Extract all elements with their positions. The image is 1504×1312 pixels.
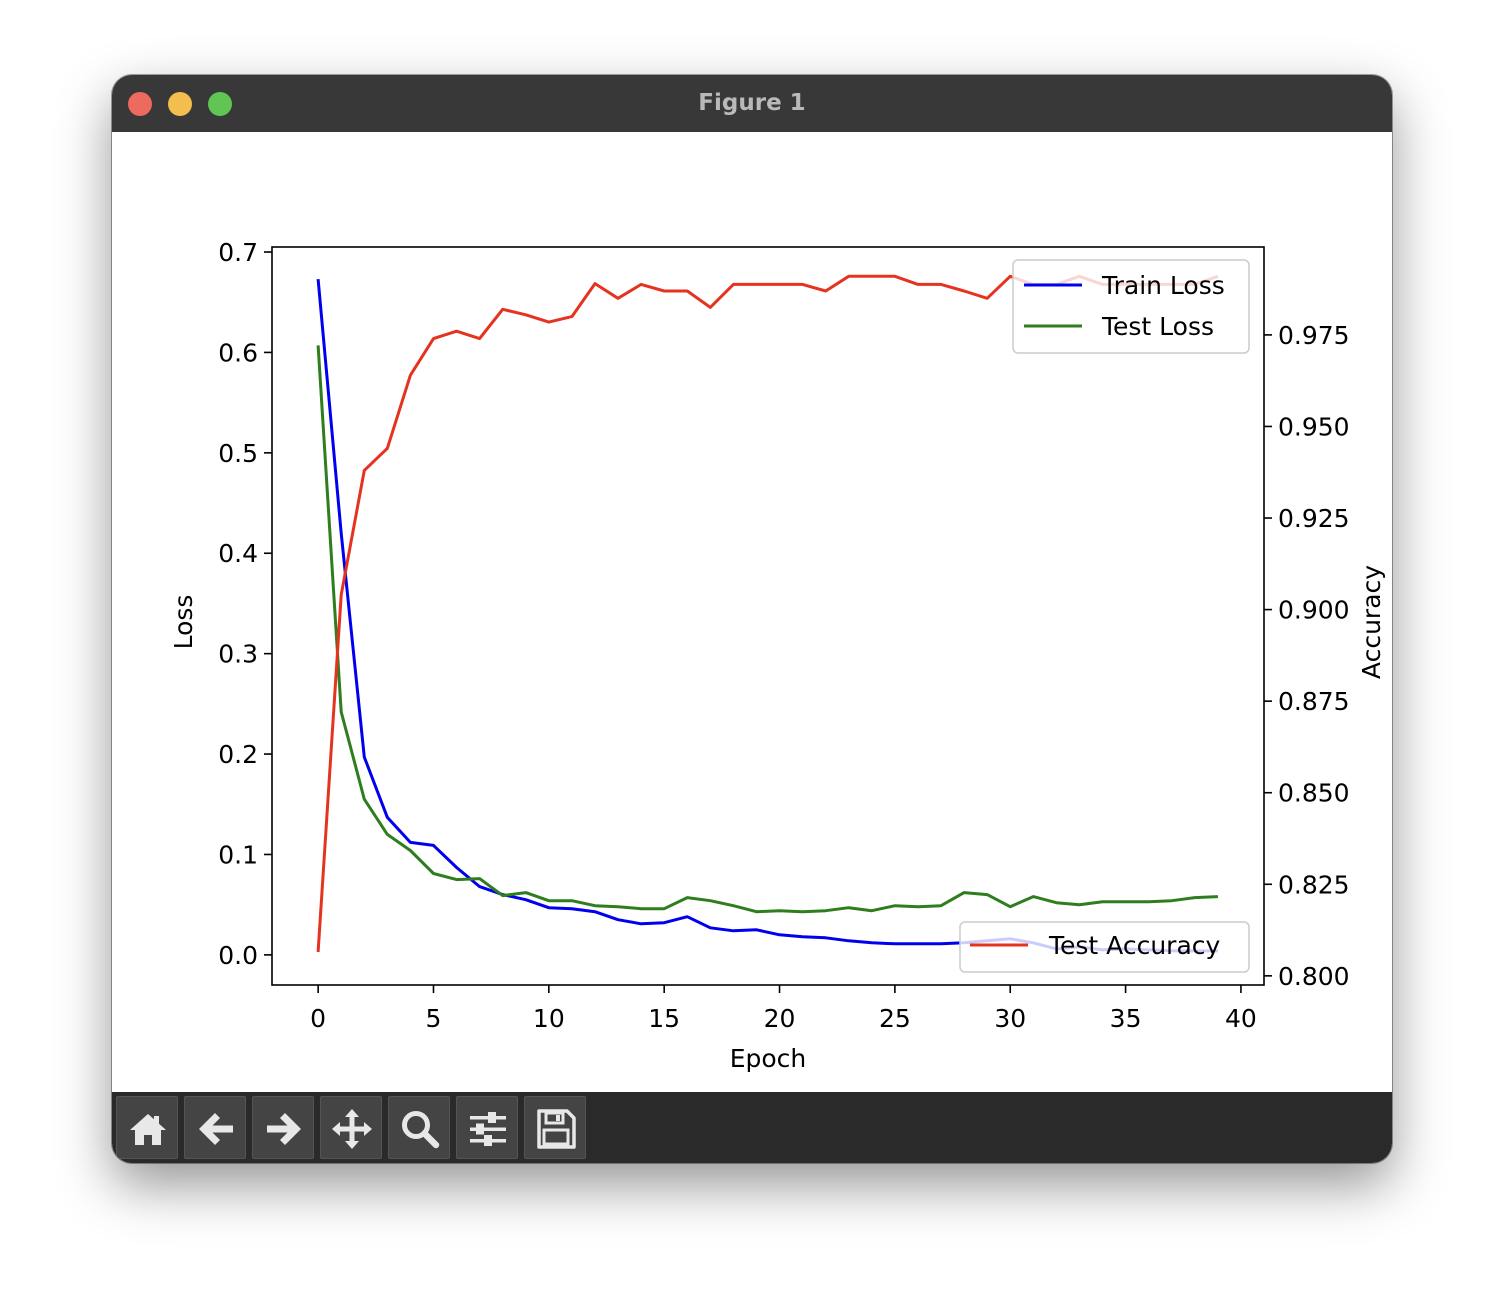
y-axis-right-label: Accuracy — [1357, 565, 1386, 679]
legend-loss: Train Loss Test Loss — [1012, 259, 1250, 354]
close-window-button[interactable] — [128, 92, 152, 116]
figure-window: Figure 1 0 5 10 15 20 25 30 35 40 0.0 0.1 0.2 0.3 0.… — [112, 75, 1392, 1163]
y-tick-label: 0.4 — [218, 539, 258, 568]
home-button[interactable] — [116, 1096, 178, 1159]
arrow-right-icon — [267, 1113, 301, 1145]
arrow-left-icon — [199, 1113, 233, 1145]
x-tick-label: 0 — [310, 1004, 326, 1033]
y-tick-label: 0.3 — [218, 640, 258, 669]
y-tick-label: 0.0 — [218, 941, 258, 970]
magnifier-icon — [402, 1111, 440, 1149]
y-tick-label: 0.6 — [218, 338, 258, 367]
configure-subplots-button[interactable] — [456, 1096, 518, 1159]
series-line-train-loss — [316, 278, 1218, 953]
sliders-icon — [470, 1112, 506, 1146]
y-tick-label: 0.2 — [218, 740, 258, 769]
legend-label-test-accuracy: Test Accuracy — [1048, 931, 1221, 960]
x-axis-label: Epoch — [730, 1044, 807, 1073]
chart[interactable]: 0 5 10 15 20 25 30 35 40 0.00.10.20.30.40.50.60.… — [112, 132, 1392, 1092]
x-tick-label: 30 — [994, 1004, 1026, 1033]
y2-tick-label: 0.800 — [1278, 962, 1350, 991]
series-line-test-loss — [316, 345, 1218, 914]
floppy-disk-icon — [537, 1109, 576, 1149]
home-icon — [130, 1114, 166, 1145]
zoom-window-button[interactable] — [208, 92, 232, 116]
pan-button[interactable] — [320, 1096, 382, 1159]
window-title: Figure 1 — [698, 90, 806, 116]
series-line-test-accuracy — [316, 274, 1219, 953]
y2-tick-label: 0.825 — [1278, 870, 1350, 899]
move-icon — [332, 1109, 372, 1149]
legend-accuracy: Test Accuracy — [959, 921, 1250, 973]
y-tick-label: 0.1 — [218, 840, 258, 869]
y-axis-left-ticks: 0.0 0.1 0.2 0.3 0.4 0.5 0.6 0.7 — [218, 238, 272, 970]
back-button[interactable] — [184, 1096, 246, 1159]
x-tick-label: 25 — [879, 1004, 911, 1033]
save-button[interactable] — [524, 1096, 586, 1159]
navigation-toolbar — [112, 1092, 1392, 1163]
y-tick-label: 0.7 — [218, 238, 258, 267]
x-tick-label: 15 — [648, 1004, 680, 1033]
y2-tick-label: 0.900 — [1278, 596, 1350, 625]
figure-canvas[interactable]: 0 5 10 15 20 25 30 35 40 0.0 0.1 0.2 0.3 0.4 0.5 0.6 0.… — [112, 132, 1392, 1092]
y2-tick-label: 0.875 — [1278, 687, 1350, 716]
y-tick-label: 0.5 — [218, 439, 258, 468]
y2-tick-label: 0.925 — [1278, 504, 1350, 533]
minimize-window-button[interactable] — [168, 92, 192, 116]
x-tick-label: 20 — [764, 1004, 796, 1033]
x-tick-label: 5 — [426, 1004, 442, 1033]
title-bar[interactable]: Figure 1 — [112, 75, 1392, 132]
x-axis-ticks: 0 5 10 15 20 25 30 35 40 — [310, 985, 1257, 1033]
zoom-button[interactable] — [388, 1096, 450, 1159]
plot-frame — [271, 246, 1265, 986]
y-axis-right-ticks: 0.800 0.825 0.850 0.875 0.900 0.925 0.950 0.975 — [1264, 321, 1350, 991]
x-tick-label: 35 — [1110, 1004, 1142, 1033]
x-tick-label: 10 — [533, 1004, 565, 1033]
y2-tick-label: 0.950 — [1278, 412, 1350, 441]
x-tick-label: 40 — [1225, 1004, 1257, 1033]
forward-button[interactable] — [252, 1096, 314, 1159]
y-axis-left-label: Loss — [169, 595, 198, 650]
y2-tick-label: 0.850 — [1278, 779, 1350, 808]
y2-tick-label: 0.975 — [1278, 321, 1350, 350]
legend-label-train-loss: Train Loss — [1101, 271, 1225, 300]
plot-lines — [316, 274, 1219, 953]
legend-label-test-loss: Test Loss — [1101, 312, 1214, 341]
